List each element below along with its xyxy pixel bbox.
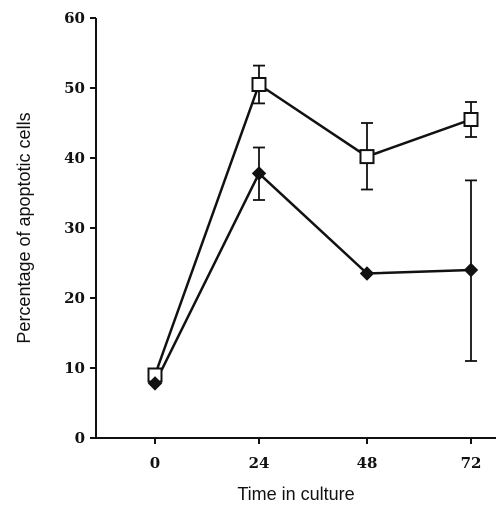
data-point-diamond [147, 376, 163, 391]
x-tick-label: 24 [249, 454, 270, 472]
y-tick-label: 60 [64, 9, 85, 27]
x-axis: 0 24 48 72 [96, 437, 496, 472]
series-lines [153, 82, 472, 384]
x-tick-label: 48 [357, 454, 378, 472]
data-point-diamond [463, 262, 479, 278]
series-line-1 [153, 82, 472, 376]
error-bars [253, 64, 477, 362]
series-line-2 [153, 171, 472, 384]
y-tick-label: 30 [64, 219, 85, 237]
data-point-square [359, 149, 375, 165]
y-tick-label: 20 [64, 289, 85, 307]
data-markers [147, 77, 479, 391]
y-axis: 0 10 20 30 40 50 60 [64, 9, 97, 447]
y-tick-label: 50 [64, 79, 85, 97]
x-axis-title: Time in culture [237, 484, 354, 504]
y-tick-label: 10 [64, 359, 85, 377]
y-tick-label: 40 [64, 149, 85, 167]
data-point-diamond [251, 166, 267, 181]
y-tick-label: 0 [75, 429, 85, 447]
y-axis-title: Percentage of apoptotic cells [14, 112, 34, 343]
data-point-diamond [359, 266, 375, 281]
data-point-square [251, 77, 267, 92]
data-point-square [463, 112, 479, 127]
x-tick-label: 0 [150, 454, 160, 472]
x-tick-label: 72 [461, 454, 482, 472]
